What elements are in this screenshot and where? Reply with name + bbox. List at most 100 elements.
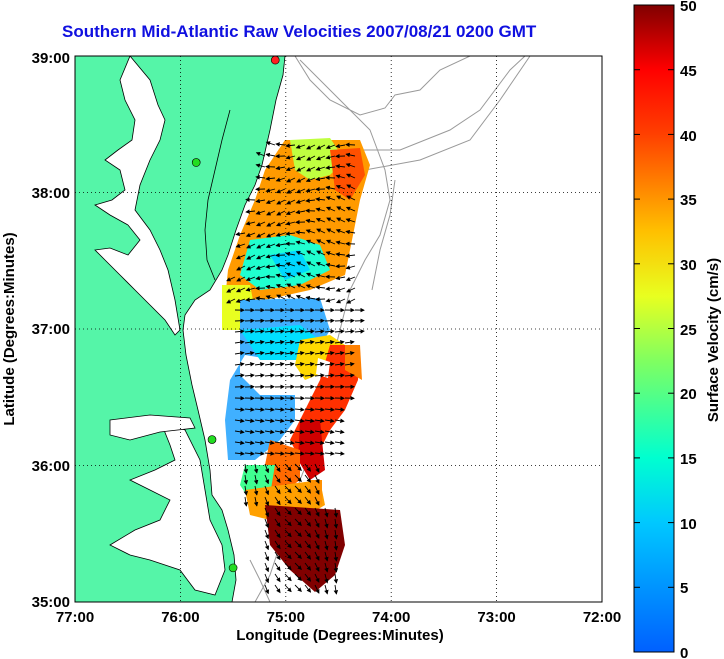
velocity-arrow (294, 463, 302, 472)
velocity-arrow (275, 263, 286, 268)
colorbar-tick-label: 30 (680, 257, 697, 274)
velocity-arrow (294, 562, 302, 571)
velocity-arrow (265, 243, 276, 249)
velocity-arrow (243, 485, 249, 496)
velocity-arrow (333, 518, 339, 529)
x-axis-label: Longitude (Degrees:Minutes) (236, 627, 444, 644)
colorbar-tick-label: 45 (680, 63, 697, 80)
velocity-arrow (254, 350, 265, 356)
velocity-arrow (256, 232, 266, 238)
velocity-arrow (325, 298, 336, 303)
velocity-arrow (264, 485, 270, 496)
velocity-arrow (314, 451, 325, 456)
velocity-arrow (333, 529, 339, 540)
velocity-arrow (274, 529, 281, 539)
velocity-arrow (324, 584, 329, 595)
velocity-arrow (286, 283, 296, 289)
velocity-arrow (275, 273, 286, 278)
velocity-arrow (304, 361, 315, 367)
velocity-arrow (295, 155, 306, 161)
velocity-arrow (345, 276, 356, 282)
velocity-arrow (274, 407, 285, 412)
velocity-arrow (344, 339, 355, 345)
delmarva-shore (204, 109, 231, 281)
velocity-arrow (286, 294, 296, 300)
y-tick-label: 38:00 (32, 185, 70, 202)
velocity-arrow (284, 584, 292, 593)
velocity-arrow (333, 573, 339, 584)
station-marker (228, 563, 238, 573)
velocity-arrow (334, 361, 345, 367)
velocity-arrow (294, 540, 302, 549)
velocity-arrow (234, 350, 245, 356)
velocity-arrow (245, 232, 256, 238)
velocity-arrow (276, 294, 286, 300)
velocity-arrow (314, 339, 325, 345)
velocity-arrow (315, 207, 326, 212)
velocity-arrow (254, 373, 265, 378)
velocity-arrow (284, 540, 292, 549)
velocity-arrow (324, 429, 335, 435)
velocity-arrow (274, 429, 285, 435)
velocity-arrow (276, 210, 286, 216)
velocity-arrow (264, 463, 270, 474)
velocity-arrow (264, 329, 275, 334)
velocity-arrow (234, 418, 245, 424)
grid-lines (75, 56, 602, 602)
velocity-arrow (266, 210, 276, 216)
velocity-arrow (314, 350, 325, 356)
velocity-arrow (264, 407, 275, 412)
velocity-arrow (255, 151, 266, 157)
velocity-arrow (255, 210, 266, 215)
velocity-arrow (294, 407, 305, 412)
station-marker (191, 158, 201, 167)
velocity-arrow (284, 485, 292, 494)
velocity-arrow (305, 295, 316, 301)
velocity-arrow (314, 529, 320, 539)
velocity-arrow (335, 298, 346, 304)
velocity-arrow (265, 264, 276, 269)
velocity-arrow (264, 474, 270, 485)
velocity-arrow (334, 339, 345, 345)
velocity-arrow (325, 206, 336, 212)
velocity-arrow (284, 373, 295, 378)
velocity-arrow (265, 295, 276, 300)
velocity-arrow (286, 199, 296, 205)
velocity-arrow (274, 496, 281, 506)
station-marker (207, 435, 217, 444)
velocity-arrow (234, 361, 245, 367)
velocity-arrow (304, 573, 312, 582)
velocity-arrow (306, 155, 316, 161)
velocity-arrow (326, 228, 336, 234)
velocity-arrow (294, 329, 305, 334)
velocity-arrow (275, 177, 286, 182)
velocity-arrow (305, 284, 316, 289)
velocity-arrow (284, 451, 295, 456)
velocity-arrow (314, 373, 325, 378)
velocity-arrow (333, 551, 339, 562)
velocity-arrow (284, 518, 292, 527)
velocity-arrow (235, 287, 246, 293)
velocity-arrow (294, 529, 302, 538)
velocity-arrow (284, 350, 295, 356)
velocity-arrow (264, 451, 275, 456)
velocity-arrow (286, 188, 296, 194)
station-marker (270, 56, 280, 65)
y-tick-label: 37:00 (32, 321, 70, 338)
velocity-arrow (255, 175, 266, 180)
velocity-arrow (316, 239, 326, 245)
velocity-arrow (275, 142, 286, 147)
velocity-arrow (243, 496, 249, 507)
colorbar-label: Surface Velocity (cm/s) (705, 258, 722, 422)
velocity-arrow (314, 496, 320, 506)
velocity-arrow (244, 407, 255, 412)
velocity-arrow (275, 242, 286, 248)
velocity-arrow (244, 361, 255, 367)
velocity-arrow (304, 451, 315, 456)
velocity-arrow (314, 418, 325, 424)
velocity-arrow (294, 350, 305, 356)
velocity-arrow (294, 429, 305, 435)
colorbar-tick-label: 10 (680, 516, 697, 533)
velocity-arrow (244, 350, 255, 356)
velocity-arrow (255, 275, 266, 281)
